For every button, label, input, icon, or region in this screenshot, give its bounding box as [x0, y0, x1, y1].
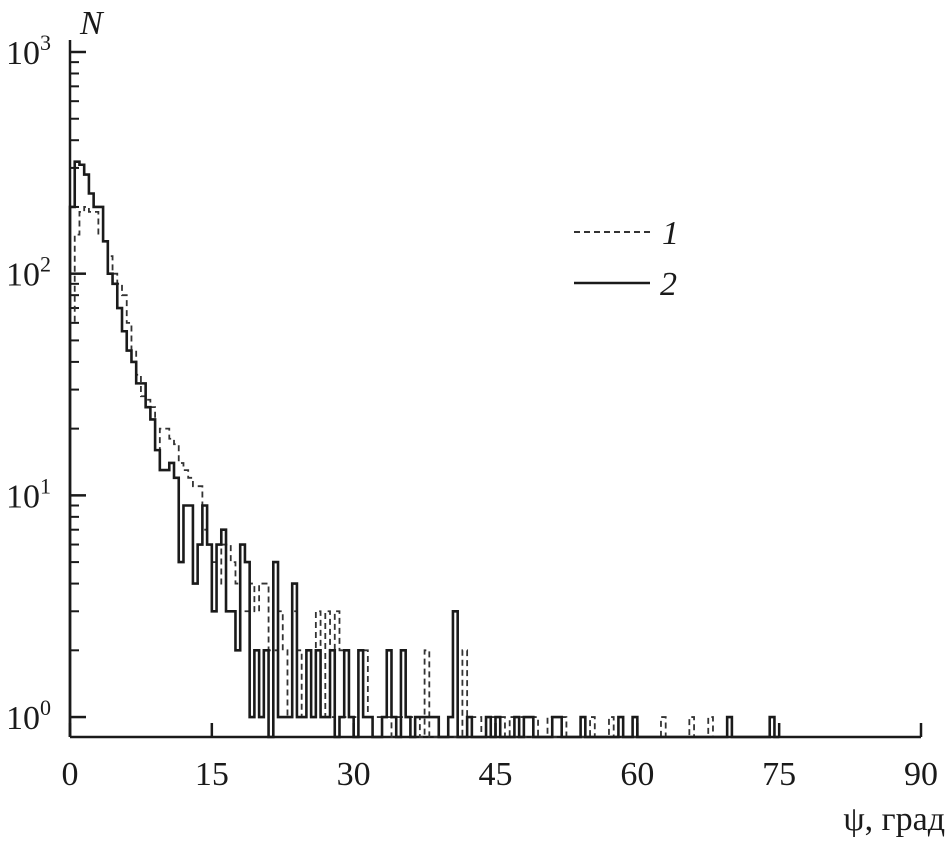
bin-bar [259, 717, 264, 737]
bin-bar [103, 241, 108, 737]
bin-bar [287, 717, 292, 737]
legend: 1 2 [574, 215, 679, 303]
y-tick-label: 100 [6, 695, 51, 737]
bin-bar [235, 650, 240, 737]
bin-bar [160, 470, 165, 737]
bin-bar [278, 717, 283, 737]
y-axis-label: N [79, 5, 105, 42]
bin-bar [136, 375, 141, 737]
bin-bar [212, 611, 217, 737]
bin-bar [122, 331, 127, 737]
y-tick-label: 103 [6, 30, 51, 72]
bin-bar [113, 284, 118, 737]
y-tick-label: 102 [6, 252, 51, 294]
bin-bar [79, 165, 84, 737]
bin-bar [131, 362, 136, 737]
bin-bar [302, 717, 307, 737]
x-ticks: 0 15 30 45 60 75 90 [62, 723, 938, 793]
bin-bar [103, 241, 108, 737]
x-tick-label: 75 [762, 756, 796, 793]
series-line-1 [69, 206, 732, 738]
bin-bar [146, 400, 151, 737]
bin-bar [160, 429, 165, 737]
x-tick-label: 90 [904, 756, 938, 793]
legend-label-1: 1 [662, 215, 679, 252]
series-2 [68, 160, 780, 739]
bin-bar [344, 717, 349, 737]
bin-bar [127, 323, 132, 737]
bin-bar [127, 351, 132, 737]
bin-bar [302, 717, 307, 737]
y-tick-label: 101 [6, 473, 51, 515]
bin-bar [150, 419, 155, 737]
bin-bar [193, 584, 198, 737]
bin-bar [117, 284, 122, 737]
series-line-2 [68, 160, 780, 739]
bin-bar [117, 308, 122, 737]
x-axis-label: ψ, град [843, 801, 945, 838]
bin-bar [131, 351, 136, 737]
bin-bar [108, 274, 113, 737]
bin-bar [89, 212, 94, 737]
bin-bar [98, 207, 103, 737]
bin-bar [202, 530, 207, 737]
axes [68, 40, 921, 739]
series-1 [69, 206, 732, 738]
bin-bar [108, 256, 113, 737]
bin-bar [141, 396, 146, 737]
bin-bar [146, 407, 151, 737]
bin-bar [155, 450, 160, 737]
bin-bar [141, 383, 146, 737]
bin-bar [155, 450, 160, 737]
bin-bar [321, 717, 326, 737]
bin-bar [94, 207, 99, 737]
x-tick-label: 60 [620, 756, 654, 793]
bin-bar [113, 274, 118, 737]
bin-bar [250, 717, 255, 737]
bin-bar [94, 212, 99, 737]
bin-bar [98, 235, 103, 737]
bin-bar [150, 407, 155, 737]
bin-bar [321, 717, 326, 737]
bin-bar [283, 717, 288, 737]
bin-bar [84, 207, 89, 737]
bin-bar [287, 717, 292, 737]
legend-label-2: 2 [660, 266, 677, 303]
bin-bar [79, 212, 84, 737]
bin-bar [325, 717, 330, 737]
bin-bar [179, 562, 184, 737]
bin-bar [84, 175, 89, 737]
bin-bar [89, 193, 94, 737]
x-tick-label: 30 [337, 756, 371, 793]
bin-bar [165, 470, 170, 737]
bin-bar [122, 295, 127, 737]
x-tick-label: 45 [479, 756, 513, 793]
x-tick-label: 0 [62, 756, 79, 793]
bin-bar [136, 383, 141, 737]
bin-bar [297, 717, 302, 737]
bin-bar [169, 463, 174, 737]
bin-bar [363, 717, 368, 737]
bin-bar [226, 611, 231, 737]
bin-bar [169, 439, 174, 737]
y-ticks: 100 101 102 103 [6, 30, 86, 737]
bin-bar [165, 429, 170, 737]
x-tick-label: 15 [195, 756, 229, 793]
series-group [68, 160, 780, 739]
bin-bar [311, 717, 316, 737]
bin-bar [311, 717, 316, 737]
